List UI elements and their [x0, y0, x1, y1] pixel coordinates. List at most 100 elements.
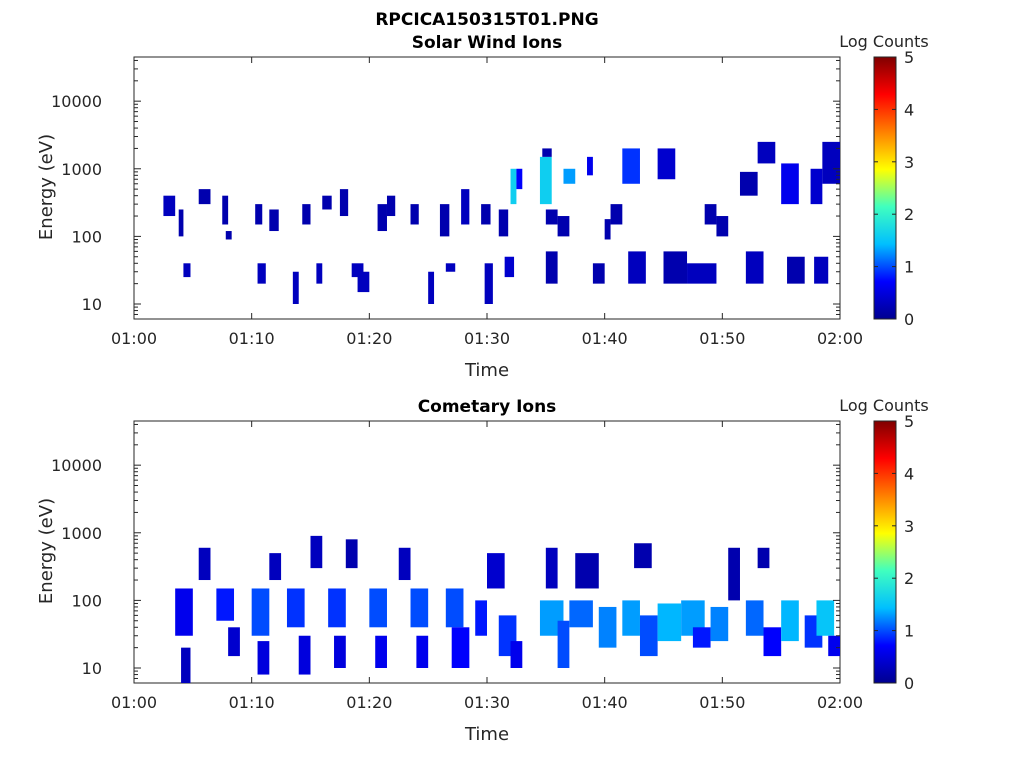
heatmap-cells: [163, 141, 840, 305]
colorbar-tick-label: 1: [904, 258, 914, 277]
solar-wind-title: Solar Wind Ions: [412, 33, 563, 53]
heatmap-cell: [628, 251, 646, 284]
heatmap-cell: [198, 547, 211, 581]
solar-wind-ions-panel: Solar Wind Ions Time Energy (eV) Log Cou…: [36, 32, 929, 381]
x-tick-label: 01:00: [111, 329, 157, 348]
heatmap-cell: [545, 209, 558, 225]
heatmap-cell: [225, 231, 232, 240]
x-tick-label: 01:20: [346, 693, 392, 712]
heatmap-cell: [410, 204, 419, 225]
y-tick-label: 10: [82, 295, 102, 314]
y-tick-label: 10000: [51, 456, 102, 475]
x-tick-label: 01:30: [464, 329, 510, 348]
colorbar-tick-label: 2: [904, 205, 914, 224]
heatmap-cell: [757, 141, 776, 164]
heatmap-cell: [410, 588, 429, 628]
heatmap-cell: [610, 204, 623, 225]
heatmap-cell: [375, 635, 387, 669]
heatmap-cell: [178, 209, 184, 237]
heatmap-cell: [398, 547, 411, 581]
heatmap-cell: [269, 553, 282, 581]
y-tick-label: 10: [82, 659, 102, 678]
heatmap-cell: [822, 141, 840, 184]
heatmap-cell: [622, 600, 640, 636]
x-tick-label: 01:40: [582, 693, 628, 712]
heatmap-cell: [222, 195, 229, 225]
heatmap-cell: [787, 256, 805, 284]
heatmap-cell: [386, 195, 396, 217]
heatmap-cell: [545, 547, 558, 589]
heatmap-cell: [487, 553, 505, 589]
heatmap-cell: [310, 535, 323, 569]
x-tick-label: 02:00: [817, 329, 863, 348]
heatmap-cell: [292, 271, 299, 305]
heatmap-cell: [439, 204, 450, 237]
heatmap-cell: [286, 588, 305, 628]
heatmap-cell: [728, 547, 740, 601]
heatmap-cell: [575, 553, 599, 589]
heatmap-cell: [175, 588, 193, 636]
solar-wind-colorbar-label: Log Counts: [839, 32, 929, 51]
cometary-ylabel: Energy (eV): [36, 498, 57, 604]
heatmap-cell: [757, 547, 770, 569]
heatmap-cell: [445, 588, 464, 628]
x-tick-label: 01:50: [699, 329, 745, 348]
heatmap-cell: [710, 606, 729, 642]
solar-wind-ylabel: Energy (eV): [36, 134, 57, 240]
colorbar-tick-label: 4: [904, 100, 914, 119]
heatmap-cell: [198, 189, 211, 205]
heatmap-cell: [739, 171, 758, 196]
heatmap-cell: [302, 204, 311, 225]
heatmap-cell: [475, 600, 487, 636]
heatmap-cell: [251, 588, 270, 636]
cometary-colorbar-label: Log Counts: [839, 396, 929, 415]
heatmap-cell: [257, 263, 266, 284]
heatmap-cell: [563, 168, 576, 184]
cometary-xlabel: Time: [464, 724, 509, 745]
heatmap-cell: [328, 588, 346, 628]
y-tick-label: 100: [71, 227, 102, 246]
heatmap-cell: [569, 600, 593, 628]
cometary-title: Cometary Ions: [418, 397, 557, 417]
heatmap-cell: [542, 148, 552, 157]
y-tick-label: 10000: [51, 92, 102, 111]
heatmap-cell: [416, 635, 429, 669]
colorbar: [873, 56, 897, 320]
x-tick-label: 01:00: [111, 693, 157, 712]
heatmap-cell: [704, 204, 717, 225]
heatmap-cell: [587, 156, 593, 176]
colorbar-tick-label: 3: [904, 153, 914, 172]
heatmap-cell: [181, 647, 191, 683]
heatmap-cell: [257, 641, 270, 675]
heatmap-cell: [445, 263, 456, 272]
heatmap-cell: [351, 263, 364, 278]
heatmap-cell: [484, 263, 493, 305]
heatmap-cell: [639, 615, 658, 657]
heatmap-cell: [539, 156, 552, 205]
heatmap-cell: [339, 189, 349, 217]
heatmap-cell: [510, 168, 517, 205]
heatmap-cell: [322, 195, 332, 210]
heatmap-cell: [828, 635, 840, 657]
x-tick-label: 01:50: [699, 693, 745, 712]
cometary-ions-panel: Cometary Ions Time Energy (eV) Log Count…: [36, 396, 929, 745]
heatmap-cell: [716, 216, 729, 237]
colorbar-tick-label: 2: [904, 569, 914, 588]
heatmap-cell: [663, 251, 688, 284]
solar-wind-xlabel: Time: [464, 360, 509, 381]
heatmap-cell: [163, 195, 176, 217]
heatmap-cell: [604, 219, 611, 240]
heatmap-cell: [781, 163, 799, 205]
heatmap-cell: [557, 620, 570, 669]
heatmap-cell: [516, 168, 523, 190]
heatmap-cell: [745, 600, 764, 636]
heatmap-cell: [810, 168, 823, 205]
heatmap-cell: [692, 627, 711, 648]
colorbar-tick-label: 5: [904, 48, 914, 67]
heatmap-cell: [681, 600, 705, 636]
colorbar-tick-label: 5: [904, 412, 914, 431]
heatmap-cell: [228, 627, 240, 657]
heatmap-cell: [498, 209, 509, 237]
x-tick-label: 01:10: [229, 693, 275, 712]
